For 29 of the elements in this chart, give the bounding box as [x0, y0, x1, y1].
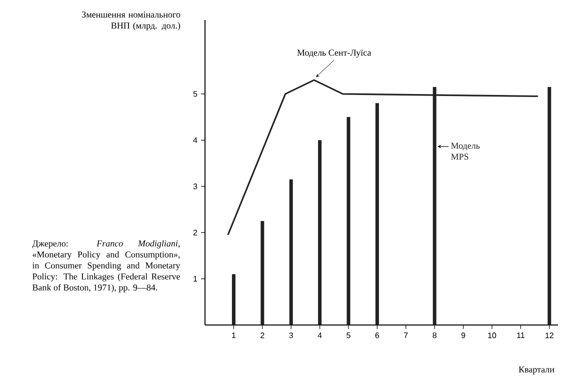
x-tick-label: 7 [404, 332, 408, 338]
y-tick-label: 4 [193, 137, 198, 143]
x-tick-label: 6 [375, 332, 380, 338]
y-tick-label: 2 [193, 230, 198, 236]
x-tick-label: 5 [346, 332, 350, 338]
y-axis-title: Зменшення номінального ВНП (млрд. дол.) [82, 12, 180, 30]
x-tick-label: 9 [461, 332, 466, 338]
text: Джерело: Franco Modigliani, «Monetary Policy and Consumption», in Consumer Spending and Monetary Policy: The Linkages (Federal Reserve Bank of Boston, 1971), pp. 9—84. [32, 240, 180, 292]
bar [289, 179, 293, 325]
bar [232, 274, 236, 325]
bar [375, 103, 379, 325]
y-tick-label: 3 [193, 184, 198, 190]
y-tick-label: 5 [193, 91, 198, 97]
series-label: Модель MPS [451, 142, 480, 160]
x-tick-label: 12 [546, 332, 554, 338]
bar [318, 140, 322, 325]
y-tick-label: 1 [194, 276, 198, 282]
x-tick-label: 2 [260, 332, 264, 338]
x-axis-title: Квартали [518, 366, 554, 374]
x-tick-label: 11 [517, 332, 524, 338]
x-tick-label: 4 [318, 332, 322, 338]
x-tick-label: 10 [488, 332, 496, 338]
bar [548, 87, 552, 325]
bar [346, 117, 350, 325]
x-tick-label: 8 [432, 332, 436, 338]
x-tick-label: 1 [232, 332, 236, 338]
bar [260, 221, 264, 325]
x-tick-label: 3 [289, 332, 293, 338]
text: Модель Сент-Луїса [297, 50, 372, 58]
